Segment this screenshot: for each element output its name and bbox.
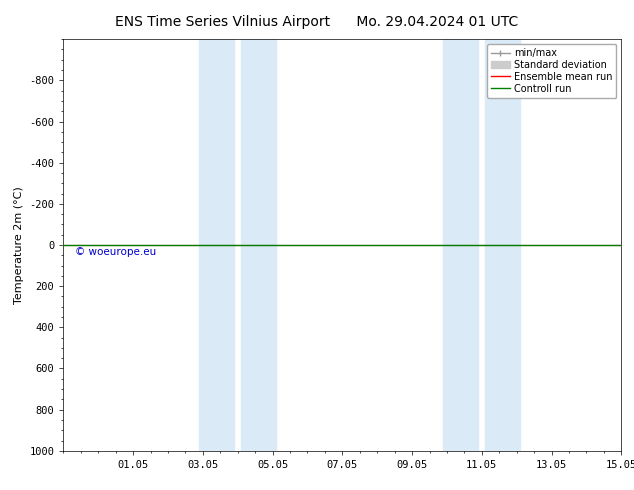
- Bar: [199, 39, 235, 451]
- Bar: [443, 39, 478, 451]
- Legend: min/max, Standard deviation, Ensemble mean run, Controll run: min/max, Standard deviation, Ensemble me…: [487, 44, 616, 98]
- Text: © woeurope.eu: © woeurope.eu: [75, 247, 156, 257]
- Text: ENS Time Series Vilnius Airport      Mo. 29.04.2024 01 UTC: ENS Time Series Vilnius Airport Mo. 29.0…: [115, 15, 519, 29]
- Bar: [486, 39, 520, 451]
- Y-axis label: Temperature 2m (°C): Temperature 2m (°C): [14, 186, 24, 304]
- Bar: [241, 39, 276, 451]
